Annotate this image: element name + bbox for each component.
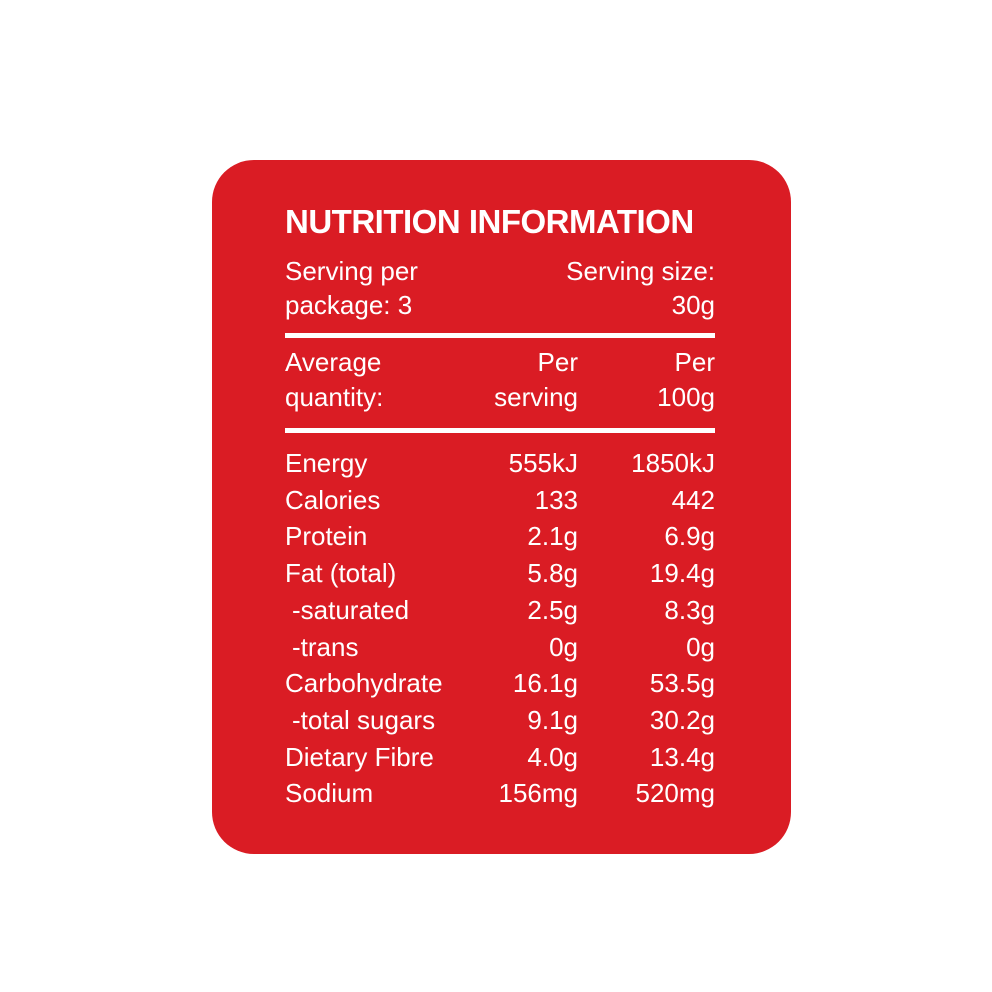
header-cell: quantity: (285, 382, 384, 412)
nutrient-name: -saturated (292, 594, 410, 625)
nutrient-value: 1850kJ (631, 448, 715, 478)
serving-size: 30g (671, 290, 715, 320)
nutrient-value: 9.1g (527, 704, 578, 735)
nutrient-name: Fat (total) (285, 558, 397, 589)
nutrient-value: 520mg (635, 778, 716, 809)
nutrition-panel: NUTRITION INFORMATION Serving per packag… (212, 160, 791, 854)
nutrient-name: -trans (292, 631, 359, 662)
nutrient-value: 156mg (498, 778, 579, 809)
table-row: -saturated 2.5g 8.3g (212, 593, 791, 630)
nutrient-name: Dietary Fibre (285, 741, 434, 772)
table-row: Calories 133 442 (212, 483, 791, 520)
nutrient-value: 133 (534, 484, 578, 515)
divider (285, 333, 715, 338)
nutrient-name: Calories (285, 484, 381, 515)
serving-per-package: Serving per (285, 256, 418, 286)
table-row: Fat (total) 5.8g 19.4g (212, 556, 791, 593)
table-row: Protein 2.1g 6.9g (212, 519, 791, 556)
nutrient-name: -total sugars (292, 704, 436, 735)
nutrient-value: 4.0g (527, 741, 578, 772)
table-row: -trans 0g 0g (212, 630, 791, 667)
nutrient-value: 2.1g (527, 521, 578, 552)
title: NUTRITION INFORMATION (285, 203, 694, 240)
nutrient-value: 2.5g (527, 594, 578, 625)
nutrient-name: Carbohydrate (285, 668, 443, 699)
nutrient-value: 0g (549, 631, 578, 662)
table-row: Energy 555kJ 1850kJ (212, 446, 791, 483)
nutrient-value: 16.1g (512, 668, 578, 699)
header-cell: Per (537, 347, 578, 377)
nutrient-name: Energy (285, 448, 368, 478)
serving-size: Serving size: (566, 256, 715, 286)
divider (285, 428, 715, 433)
nutrient-value: 555kJ (508, 448, 578, 478)
header-cell: Per (674, 347, 715, 377)
nutrient-name: Sodium (285, 778, 374, 809)
nutrient-value: 19.4g (649, 558, 715, 589)
nutrient-value: 8.3g (664, 594, 715, 625)
table-row: -total sugars 9.1g 30.2g (212, 703, 791, 740)
header-cell: serving (494, 382, 578, 412)
nutrient-value: 0g (686, 631, 715, 662)
nutrient-value: 13.4g (649, 741, 715, 772)
header-cell: Average (285, 347, 382, 377)
nutrient-value: 53.5g (649, 668, 715, 699)
nutrient-name: Protein (285, 521, 368, 552)
nutrient-value: 30.2g (649, 704, 715, 735)
nutrient-value: 5.8g (527, 558, 578, 589)
table-row: Sodium 156mg 520mg (212, 776, 791, 813)
serving-per-package: package: 3 (285, 290, 413, 320)
header-cell: 100g (657, 382, 715, 412)
table-row: Carbohydrate 16.1g 53.5g (212, 666, 791, 703)
nutrient-value: 442 (671, 484, 715, 515)
table-row: Dietary Fibre 4.0g 13.4g (212, 740, 791, 777)
nutrient-value: 6.9g (664, 521, 715, 552)
